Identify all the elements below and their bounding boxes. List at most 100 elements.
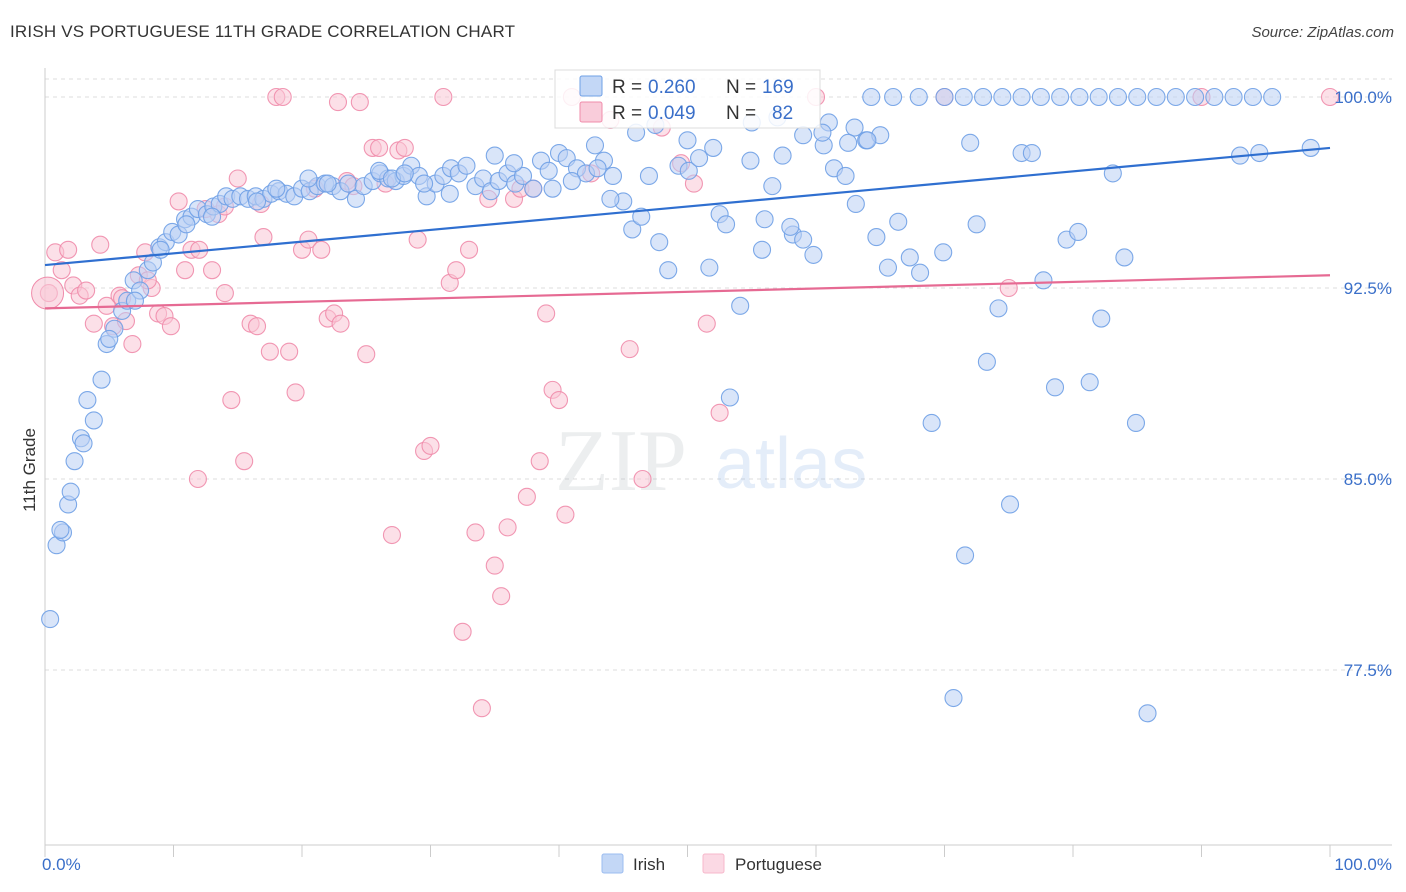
data-point-irish xyxy=(1108,87,1128,107)
data-point-portuguese xyxy=(434,87,453,107)
data-point-irish xyxy=(862,87,881,107)
legend-irish-swatch xyxy=(601,853,624,874)
data-point-portuguese xyxy=(395,138,414,157)
data-point-portuguese xyxy=(537,304,556,323)
watermark: ZIP atlas xyxy=(555,413,867,510)
legend-r-value: 0.260 xyxy=(648,77,696,98)
data-point-portuguese xyxy=(459,240,479,259)
data-point-irish xyxy=(1166,87,1185,107)
data-point-irish xyxy=(92,370,111,389)
data-point-portuguese xyxy=(328,93,348,112)
legend-portuguese-swatch xyxy=(702,853,725,874)
data-point-irish xyxy=(504,154,524,173)
data-point-portuguese xyxy=(203,261,222,280)
data-point-portuguese xyxy=(312,240,331,259)
data-point-irish xyxy=(1051,87,1070,107)
data-point-portuguese xyxy=(382,525,402,545)
trend-lines xyxy=(44,146,1331,310)
data-point-portuguese xyxy=(215,284,234,303)
data-point-irish xyxy=(956,546,975,565)
data-point-irish xyxy=(911,263,930,282)
data-point-irish xyxy=(61,482,80,501)
data-point-irish xyxy=(318,174,337,193)
trend-line-irish xyxy=(44,146,1331,267)
data-point-irish xyxy=(716,215,736,234)
data-point-irish xyxy=(773,146,792,165)
data-point-irish xyxy=(1022,143,1041,163)
data-point-irish xyxy=(755,210,774,229)
data-point-irish xyxy=(704,138,723,157)
data-point-irish xyxy=(794,126,813,145)
x-tick-label: 100.0% xyxy=(1334,855,1392,874)
data-point-portuguese xyxy=(84,314,103,333)
data-point-portuguese xyxy=(59,240,78,259)
data-point-portuguese xyxy=(350,93,369,112)
data-point-irish xyxy=(731,296,750,315)
data-point-portuguese xyxy=(235,452,254,471)
data-point-irish xyxy=(989,299,1008,318)
data-point-irish xyxy=(1205,87,1224,107)
data-point-portuguese xyxy=(370,138,389,157)
data-point-portuguese xyxy=(247,317,267,336)
chart-title: IRISH VS PORTUGUESE 11TH GRADE CORRELATI… xyxy=(10,22,516,41)
data-point-portuguese xyxy=(697,314,716,333)
data-point-irish xyxy=(177,215,196,234)
data-point-portuguese xyxy=(530,452,549,471)
stats-legend: R = 0.260 N = 169 R = 0.049 N = 82 xyxy=(554,69,821,129)
data-point-irish xyxy=(836,166,855,185)
data-point-irish xyxy=(720,388,739,407)
data-point-irish xyxy=(1092,309,1111,328)
data-point-irish xyxy=(1034,271,1053,290)
data-point-irish xyxy=(1115,248,1134,267)
data-point-irish xyxy=(1263,87,1282,107)
data-point-irish xyxy=(954,87,973,107)
data-point-portuguese xyxy=(228,169,247,188)
data-point-irish xyxy=(1138,704,1157,723)
data-point-irish xyxy=(934,243,953,262)
series-portuguese xyxy=(31,87,1340,718)
data-point-irish xyxy=(1031,87,1050,107)
data-point-irish xyxy=(513,166,533,185)
y-tick-label: 77.5% xyxy=(1344,661,1392,680)
data-point-irish xyxy=(267,179,286,198)
legend-r-label: R = xyxy=(612,103,642,124)
data-point-irish xyxy=(909,87,928,107)
data-point-irish xyxy=(203,207,222,226)
data-point-irish xyxy=(752,240,772,259)
data-point-portuguese xyxy=(91,235,110,254)
data-point-irish xyxy=(678,131,697,150)
data-point-portuguese xyxy=(472,699,491,718)
data-point-irish xyxy=(659,261,678,280)
data-point-portuguese xyxy=(222,391,241,410)
legend-portuguese-label: Portuguese xyxy=(735,855,822,874)
data-point-irish xyxy=(944,688,963,708)
legend-swatch-portuguese xyxy=(579,101,603,123)
legend-n-label: N = xyxy=(726,103,756,124)
data-point-portuguese xyxy=(633,469,652,489)
data-point-irish xyxy=(65,452,84,471)
watermark-zip: ZIP xyxy=(555,413,687,510)
data-point-irish xyxy=(690,149,709,168)
data-point-irish xyxy=(889,212,908,231)
data-point-irish xyxy=(41,610,60,629)
data-point-irish xyxy=(1128,87,1147,107)
data-point-portuguese xyxy=(331,314,350,333)
legend-n-value: 169 xyxy=(762,77,794,98)
y-tick-label: 85.0% xyxy=(1344,470,1392,489)
data-point-irish xyxy=(884,87,903,107)
legend-n-value: 82 xyxy=(772,103,793,124)
watermark-atlas: atlas xyxy=(715,424,867,504)
data-point-irish xyxy=(623,220,642,239)
data-point-irish xyxy=(51,520,70,539)
data-point-irish xyxy=(858,131,877,150)
data-point-irish xyxy=(78,391,97,410)
data-point-portuguese xyxy=(498,518,517,537)
legend-swatch-irish xyxy=(579,75,603,97)
data-point-portuguese xyxy=(161,317,180,336)
data-point-irish xyxy=(588,159,607,178)
y-tick-labels: 77.5% 85.0% 92.5% 100.0% xyxy=(1334,88,1392,680)
data-point-portuguese xyxy=(31,276,65,310)
data-point-irish xyxy=(977,352,996,371)
data-point-irish xyxy=(935,87,954,107)
data-point-irish xyxy=(247,192,267,211)
